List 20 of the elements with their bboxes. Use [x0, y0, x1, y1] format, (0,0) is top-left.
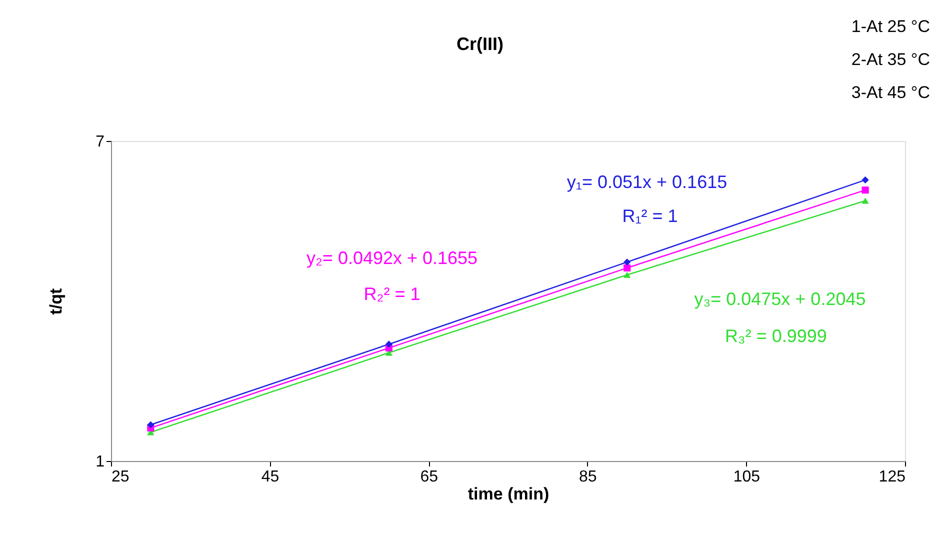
x-tick-label: 125 [878, 468, 906, 486]
annotation: y₁= 0.051x + 0.1615 [566, 172, 728, 192]
y-tick-label: 1 [96, 454, 105, 470]
annotation: R₁² = 1 [622, 206, 678, 226]
y-tick-label: 7 [96, 134, 105, 150]
x-tick-label: 65 [420, 468, 438, 486]
y-axis-title: t/qt [46, 288, 66, 315]
annotation: y₂= 0.0492x + 0.1655 [306, 248, 478, 268]
text: 3-At 45 °C [851, 83, 930, 102]
x-tick-label: 85 [579, 468, 597, 486]
text: 2-At 35 °C [851, 50, 930, 69]
x-tick-label: 25 [112, 468, 130, 486]
text: 1-At 25 °C [851, 17, 930, 36]
chart-title: Cr(III) [456, 34, 504, 54]
annotation: y₃= 0.0475x + 0.2045 [694, 289, 866, 309]
x-tick-label: 105 [733, 468, 760, 486]
x-axis-title: time (min) [468, 484, 550, 504]
x-tick-label: 45 [261, 468, 280, 486]
annotation: R₃² = 0.9999 [725, 326, 827, 346]
annotation: R₂² = 1 [364, 284, 420, 304]
